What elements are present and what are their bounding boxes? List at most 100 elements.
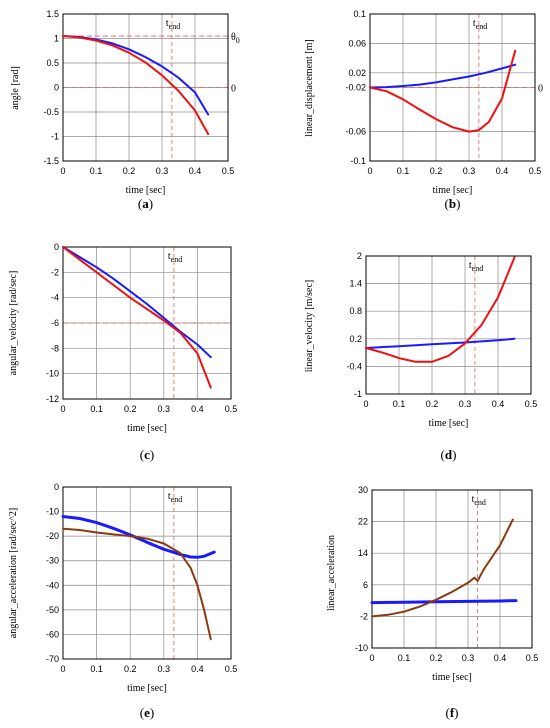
- panel-caption: (d): [441, 447, 457, 462]
- y-tick-label: -4: [51, 293, 59, 303]
- x-tick-label: 0.4: [492, 399, 505, 409]
- x-tick-label: 0.4: [191, 404, 204, 414]
- x-tick-label: 0.1: [90, 166, 103, 176]
- plot-frame: [62, 13, 229, 162]
- x-tick-label: 0.2: [123, 166, 136, 176]
- annotation-0: tend: [168, 251, 182, 264]
- x-tick-label: 0.1: [90, 664, 103, 674]
- y-tick-label: 0: [54, 242, 59, 252]
- x-tick-label: 0: [60, 404, 65, 414]
- annotation-0: tend: [469, 260, 483, 273]
- series-line-0: [369, 63, 517, 89]
- x-axis-label: time [sec]: [127, 683, 167, 694]
- y-tick-label: -0.5: [43, 107, 59, 117]
- series-line-0: [61, 515, 216, 559]
- y-tick-label: 0.5: [46, 58, 59, 68]
- y-tick-label: 14: [358, 548, 368, 558]
- panel-d: 0 0.1 0.2 0.3 0.4 0.5 2 1.4 0.8 0.2 -0.4 -1 time [se…: [304, 251, 537, 462]
- panel-caption: (f): [445, 705, 458, 720]
- panel-caption: (a): [138, 196, 153, 211]
- panel-b: 0 0.1 0.2 0.3 0.4 0.5 0.1 0.06 0.02 -0.02 -0.06 -0.…: [304, 9, 543, 211]
- y-tick-label: -10: [46, 369, 59, 379]
- plot-frame: [371, 489, 533, 649]
- x-tick-label: 0.2: [426, 399, 439, 409]
- x-tick-label: 0.3: [459, 399, 472, 409]
- series-line-1: [62, 246, 212, 389]
- x-tick-label: 0: [367, 166, 372, 176]
- y-axis-label: linear_displacement [m]: [304, 39, 315, 136]
- y-tick-label: -1: [51, 132, 59, 142]
- annotation-0: tend: [166, 18, 180, 31]
- y-tick-label: -2: [51, 267, 59, 277]
- annotation-0: tend: [472, 494, 486, 507]
- x-tick-label: 0.4: [494, 653, 507, 663]
- y-tick-label: 0.2: [349, 334, 362, 344]
- y-tick-label: -1.5: [43, 156, 59, 166]
- x-tick-label: 0.1: [90, 404, 103, 414]
- x-tick-label: 0.3: [463, 166, 476, 176]
- x-axis-label: time [sec]: [126, 185, 166, 196]
- y-tick-label: -20: [46, 531, 59, 541]
- y-tick-label: -70: [46, 654, 59, 664]
- panel-a: 0 0.1 0.2 0.3 0.4 0.5 1.5 1 0.5 0 -0.5 -1 -1.5 time […: [10, 9, 240, 211]
- x-tick-label: 0.4: [191, 664, 204, 674]
- panel-f: 0 0.1 0.2 0.3 0.4 0.5 30 22 14 6 -2 -10 time [sec] li…: [326, 485, 538, 720]
- y-tick-label: -60: [46, 629, 59, 639]
- x-tick-label: 0.4: [496, 166, 509, 176]
- y-tick-label: -8: [51, 343, 59, 353]
- panel-e: 0 0.1 0.2 0.3 0.4 0.5 0 -10 -20 -30 -40 -50 -60 -70 ti…: [8, 482, 237, 720]
- x-tick-label: 0.1: [397, 166, 410, 176]
- y-tick-label: -10: [46, 507, 59, 517]
- x-tick-label: 0.2: [124, 404, 137, 414]
- y-axis-label: angle [rad]: [10, 66, 21, 110]
- y-tick-label: 1: [54, 34, 59, 44]
- x-tick-label: 0.4: [189, 166, 202, 176]
- y-tick-label: 22: [358, 517, 368, 527]
- x-tick-label: 0.2: [430, 166, 443, 176]
- x-tick-label: 0.5: [525, 399, 538, 409]
- x-tick-label: 0.3: [158, 664, 171, 674]
- panel-caption: (b): [445, 196, 461, 211]
- y-tick-label: 0.1: [353, 9, 366, 19]
- series-line-1: [365, 256, 516, 363]
- x-tick-label: 0.5: [222, 166, 235, 176]
- y-tick-label: -30: [46, 556, 59, 566]
- y-tick-label: 30: [358, 485, 368, 495]
- plot-frame: [365, 255, 532, 395]
- x-tick-label: 0.3: [156, 166, 169, 176]
- plot-frame: [62, 246, 232, 400]
- y-tick-label: -0.1: [350, 156, 366, 166]
- y-tick-label: -0.06: [345, 127, 366, 137]
- series-line-0: [365, 337, 516, 349]
- x-tick-label: 0.1: [393, 399, 406, 409]
- annotation-0: tend: [473, 18, 487, 31]
- x-tick-label: 0.5: [529, 166, 542, 176]
- x-axis-label: time [sec]: [429, 418, 469, 429]
- y-axis-label: angular_velocity [rad/sec]: [8, 271, 19, 376]
- y-tick-label: 1.5: [46, 9, 59, 19]
- series-line-1: [369, 49, 517, 133]
- y-tick-label: -1: [354, 389, 362, 399]
- x-axis-label: time [sec]: [433, 185, 473, 196]
- series-line-0: [62, 35, 210, 116]
- x-tick-label: 0.2: [124, 664, 137, 674]
- x-tick-label: 0.1: [398, 653, 411, 663]
- series-line-0: [62, 246, 212, 359]
- y-axis-label: linear_velocity [m/sec]: [304, 280, 315, 372]
- annotation-1: 0: [538, 84, 543, 95]
- y-axis-label: linear_acceleration: [326, 535, 337, 611]
- y-tick-label: -50: [46, 605, 59, 615]
- y-tick-label: -0.4: [346, 361, 362, 371]
- x-tick-label: 0.2: [430, 653, 443, 663]
- x-tick-label: 0: [60, 664, 65, 674]
- y-tick-label: -12: [46, 394, 59, 404]
- y-axis-label: angular_acceleration [rad/sec^2]: [8, 508, 19, 638]
- annotation-2: 0: [231, 84, 236, 95]
- series-line-1: [62, 527, 212, 641]
- x-tick-label: 0.3: [158, 404, 171, 414]
- x-tick-label: 0.5: [526, 653, 539, 663]
- x-tick-label: 0.5: [225, 404, 238, 414]
- y-tick-label: -2: [360, 611, 368, 621]
- annotation-0: tend: [168, 491, 182, 504]
